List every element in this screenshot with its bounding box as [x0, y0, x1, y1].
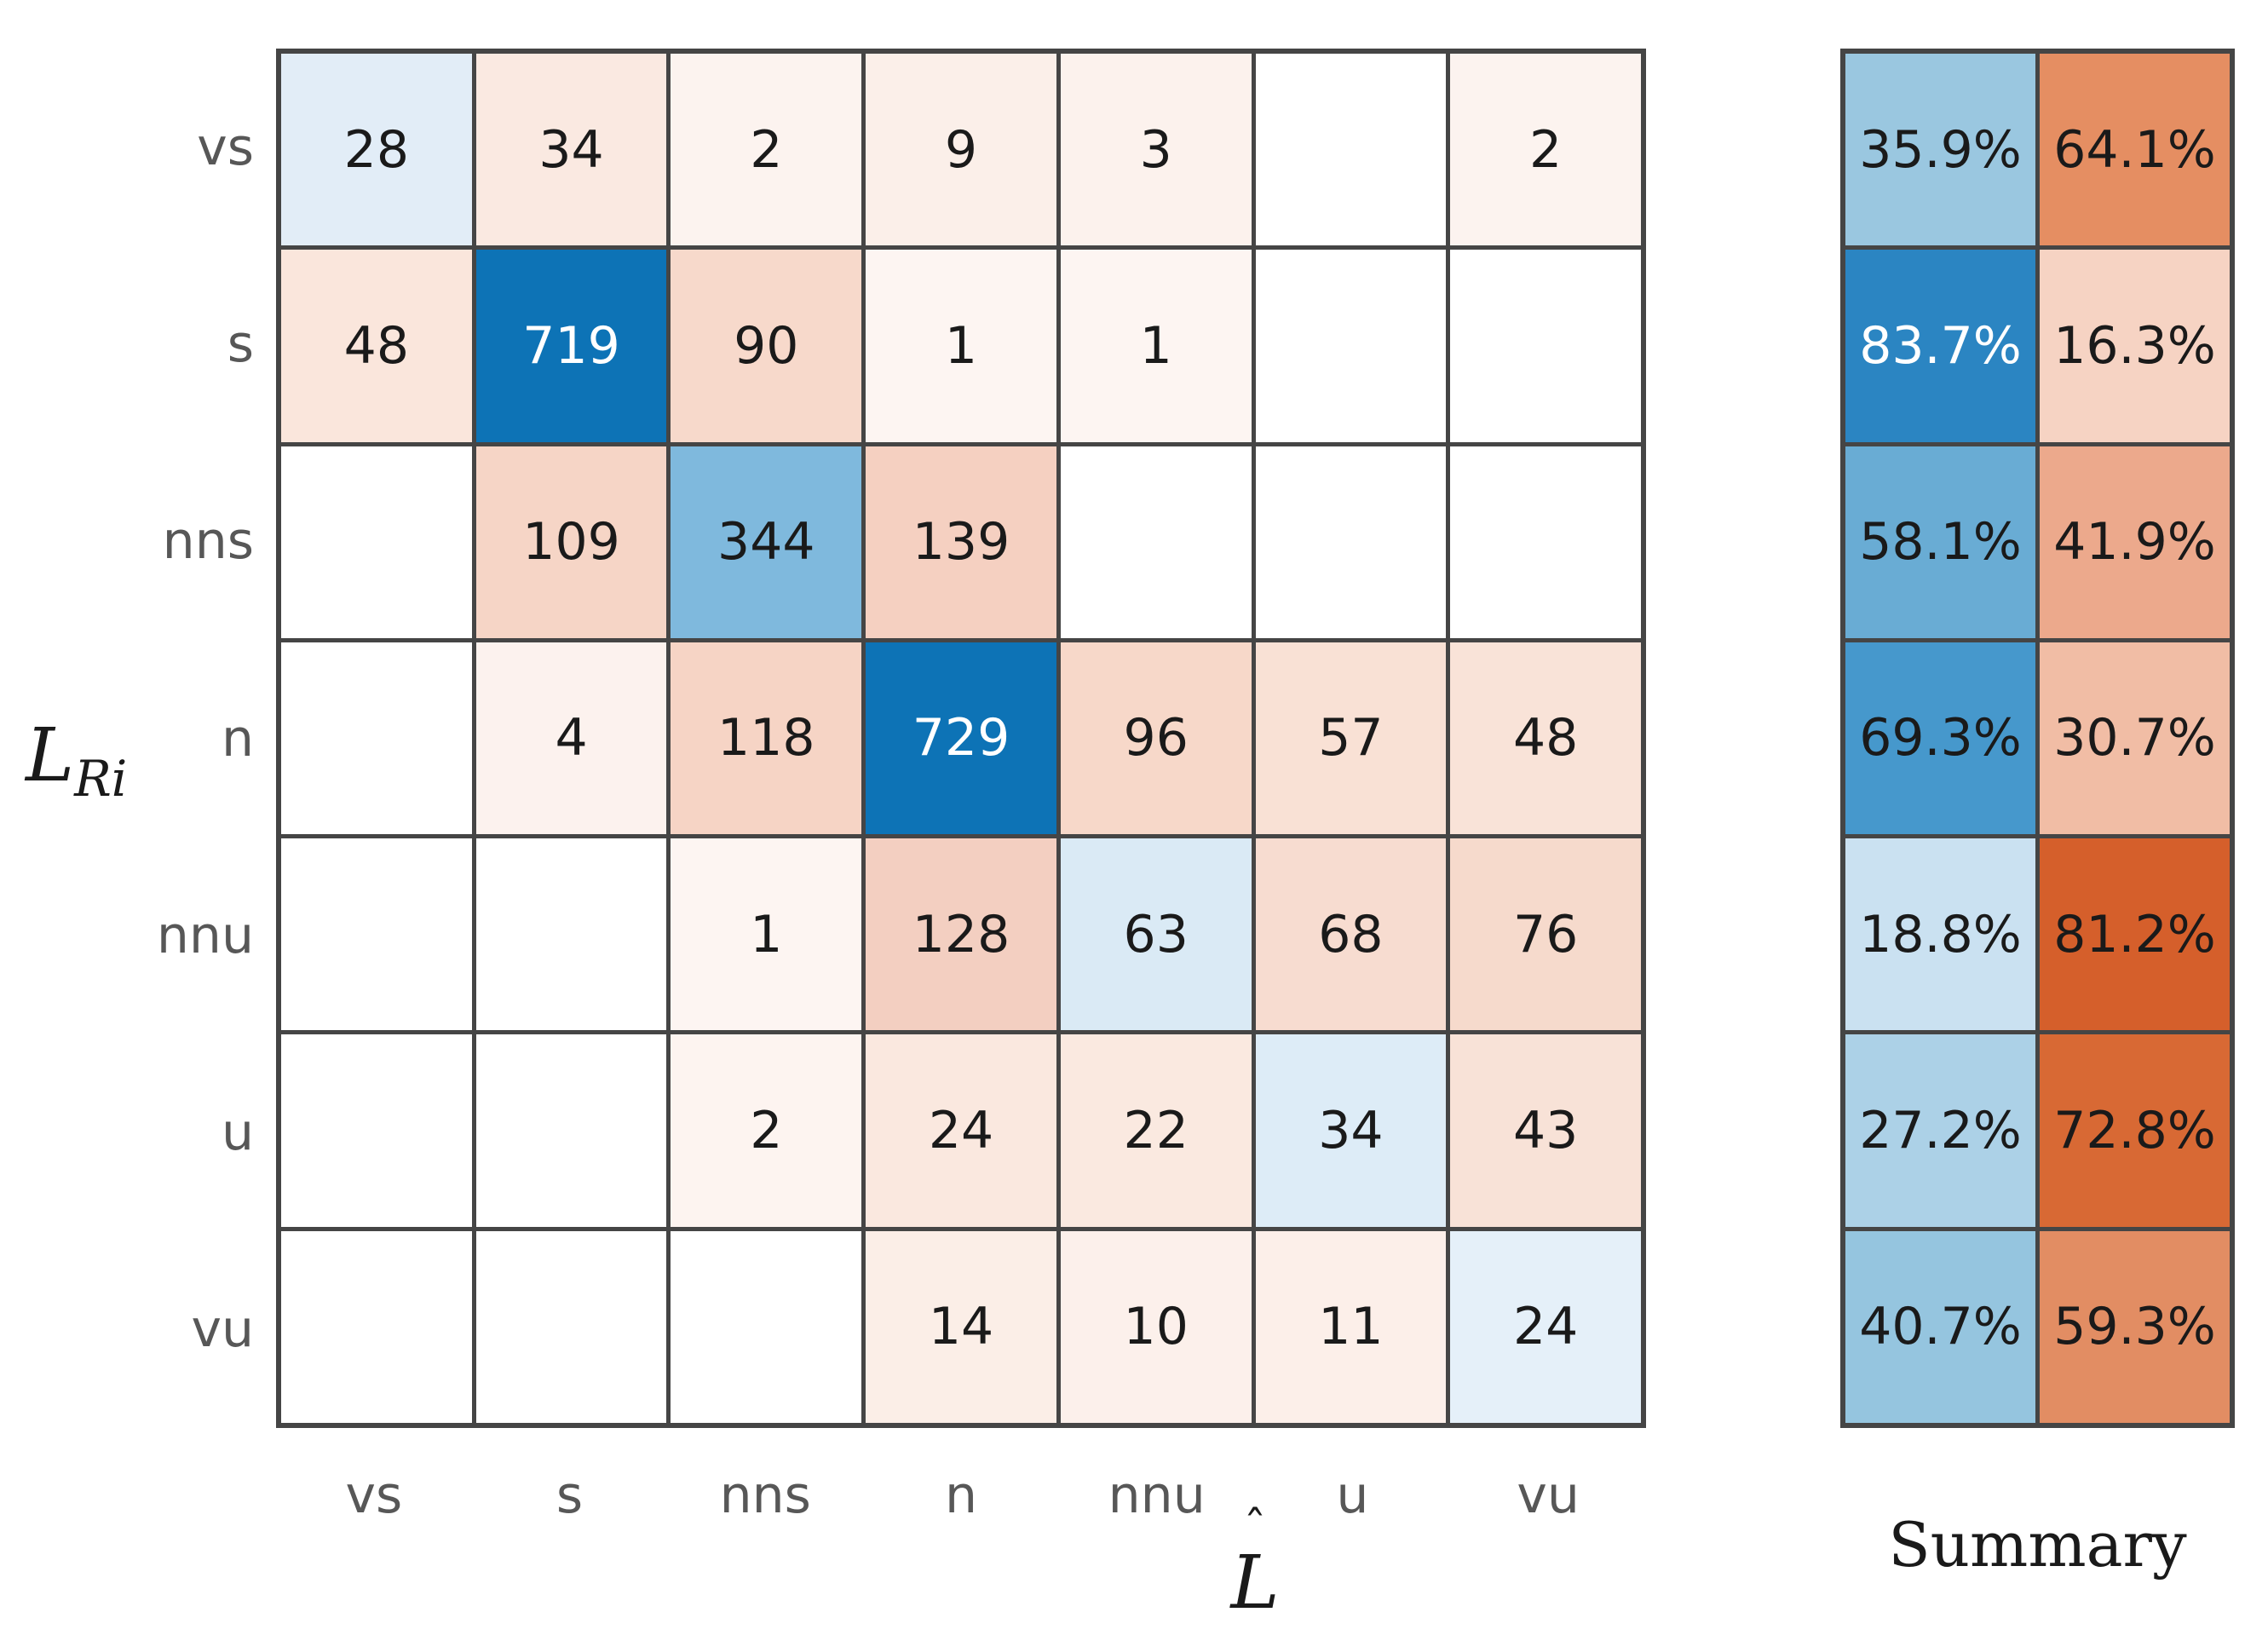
matrix-cell-vu-nns [671, 1230, 862, 1423]
summary-cell-s-correct: 83.7% [1845, 250, 2035, 442]
matrix-cell-nns-vu [1450, 446, 1641, 638]
summary-cell-vu-incorrect: 59.3% [2040, 1230, 2230, 1423]
matrix-cell-vs-n: 9 [866, 54, 1056, 246]
y-axis-label-subscript: Ri [74, 750, 128, 808]
matrix-cell-n-nns: 118 [671, 642, 862, 835]
matrix-cell-s-vu [1450, 250, 1641, 442]
summary-grid: 35.9% 64.1% 83.7% 16.3% 58.1% 41.9% 69.3% 30.7%… [1840, 49, 2235, 1428]
summary-cell-s-incorrect: 16.3% [2040, 250, 2230, 442]
summary-cell-n-correct: 69.3% [1845, 642, 2035, 835]
matrix-cell-n-nnu: 96 [1060, 642, 1252, 835]
matrix-cell-nns-s: 109 [475, 446, 667, 638]
x-axis-label-base: L [1230, 1540, 1280, 1626]
row-tick-s: s [227, 314, 254, 374]
col-tick-nns: nns [719, 1465, 811, 1525]
matrix-cell-u-s [475, 1034, 667, 1227]
matrix-cell-nnu-n: 128 [866, 838, 1056, 1031]
row-tick-vu: vu [191, 1299, 254, 1360]
row-tick-nns: nns [162, 511, 254, 572]
matrix-cell-vu-vu: 24 [1450, 1230, 1641, 1423]
summary-cell-nns-correct: 58.1% [1845, 446, 2035, 638]
matrix-cell-nnu-nns: 1 [671, 838, 862, 1031]
matrix-cell-s-nns: 90 [671, 250, 862, 442]
matrix-cell-s-n: 1 [866, 250, 1056, 442]
matrix-cell-vu-nnu: 10 [1060, 1230, 1252, 1423]
matrix-cell-nns-u [1255, 446, 1447, 638]
summary-cell-nnu-incorrect: 81.2% [2040, 838, 2230, 1031]
matrix-cell-s-u [1255, 250, 1447, 442]
row-tick-n: n [221, 708, 254, 769]
col-tick-vs: vs [345, 1465, 403, 1525]
matrix-cell-u-n: 24 [866, 1034, 1056, 1227]
matrix-cell-vu-vs [281, 1230, 472, 1423]
col-tick-s: s [555, 1465, 584, 1525]
summary-cell-n-incorrect: 30.7% [2040, 642, 2230, 835]
col-tick-n: n [944, 1465, 978, 1525]
matrix-cell-vs-u [1255, 54, 1447, 246]
matrix-cell-s-vs: 48 [281, 250, 472, 442]
matrix-cell-s-nnu: 1 [1060, 250, 1252, 442]
matrix-cell-vu-s [475, 1230, 667, 1423]
matrix-cell-n-vs [281, 642, 472, 835]
matrix-cell-nnu-nnu: 63 [1060, 838, 1252, 1031]
matrix-cell-nnu-vu: 76 [1450, 838, 1641, 1031]
row-tick-vs: vs [197, 117, 254, 177]
matrix-cell-nnu-vs [281, 838, 472, 1031]
matrix-cell-nns-n: 139 [866, 446, 1056, 638]
col-tick-nnu: nnu [1108, 1465, 1206, 1525]
matrix-cell-u-nnu: 22 [1060, 1034, 1252, 1227]
col-tick-vu: vu [1517, 1465, 1580, 1525]
matrix-cell-u-nns: 2 [671, 1034, 862, 1227]
matrix-cell-s-s: 719 [475, 250, 667, 442]
matrix-cell-n-n: 729 [866, 642, 1056, 835]
matrix-cell-nns-nnu [1060, 446, 1252, 638]
matrix-cell-n-vu: 48 [1450, 642, 1641, 835]
matrix-grid: 28 34 2 9 3 2 48 719 90 1 1 109 344 139 4 118 729 96 57 48 1… [276, 49, 1646, 1428]
matrix-cell-vu-u: 11 [1255, 1230, 1447, 1423]
matrix-cell-vs-vs: 28 [281, 54, 472, 246]
matrix-cell-vs-nns: 2 [671, 54, 862, 246]
matrix-cell-vs-s: 34 [475, 54, 667, 246]
matrix-cell-vs-vu: 2 [1450, 54, 1641, 246]
summary-cell-nnu-correct: 18.8% [1845, 838, 2035, 1031]
matrix-cell-nns-vs [281, 446, 472, 638]
summary-cell-u-incorrect: 72.8% [2040, 1034, 2230, 1227]
matrix-cell-n-u: 57 [1255, 642, 1447, 835]
matrix-cell-n-s: 4 [475, 642, 667, 835]
matrix-cell-u-u: 34 [1255, 1034, 1447, 1227]
summary-cell-u-correct: 27.2% [1845, 1034, 2035, 1227]
summary-cell-vu-correct: 40.7% [1845, 1230, 2035, 1423]
summary-cell-vs-correct: 35.9% [1845, 54, 2035, 246]
matrix-cell-u-vu: 43 [1450, 1034, 1641, 1227]
matrix-cell-nns-nns: 344 [671, 446, 862, 638]
matrix-cell-vs-nnu: 3 [1060, 54, 1252, 246]
row-tick-u: u [221, 1103, 254, 1163]
summary-cell-nns-incorrect: 41.9% [2040, 446, 2230, 638]
row-tick-nnu: nnu [156, 905, 254, 965]
summary-cell-vs-incorrect: 64.1% [2040, 54, 2230, 246]
y-axis-label-base: L [26, 713, 75, 798]
col-tick-u: u [1336, 1465, 1369, 1525]
matrix-cell-nnu-s [475, 838, 667, 1031]
matrix-cell-nnu-u: 68 [1255, 838, 1447, 1031]
matrix-cell-u-vs [281, 1034, 472, 1227]
summary-title: Summary [1888, 1509, 2187, 1581]
y-axis-label: LRi [26, 709, 273, 826]
matrix-cell-vu-n: 14 [866, 1230, 1056, 1423]
